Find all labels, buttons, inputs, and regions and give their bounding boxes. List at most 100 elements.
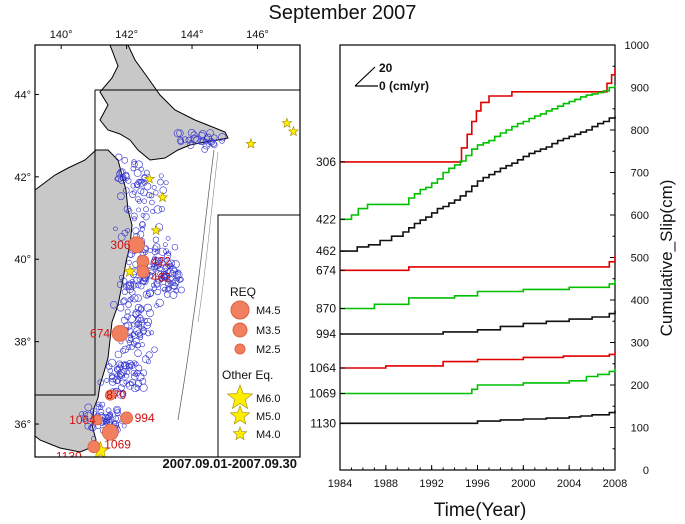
y-tick-label: 600 (631, 210, 649, 222)
star-icon (156, 191, 169, 203)
star-icon (143, 173, 156, 184)
map-ticks: 140° 142° 144° 146° 44° 42° 40° 38° 36° (14, 29, 268, 431)
x-tick-label: 1988 (374, 478, 398, 490)
req-marker (120, 411, 134, 425)
map-lon-tick-label: 142° (115, 29, 138, 41)
legend-other-item: M4.0 (256, 429, 280, 441)
star-icon (245, 138, 257, 149)
y-tick-label: 800 (631, 125, 649, 137)
row-label: 1069 (309, 387, 336, 401)
page-title: September 2007 (268, 2, 417, 24)
req-label: 1064 (69, 413, 96, 427)
scale-bar-label: 0 (cm/yr) (379, 79, 429, 93)
chart-frame (339, 44, 616, 471)
series-line-462 (340, 116, 616, 252)
req-label: 870 (106, 388, 126, 402)
star-icon (232, 426, 248, 441)
legend-req-item: M2.5 (256, 344, 280, 356)
legend-req-header: REQ (230, 285, 256, 299)
x-tick-label: 2004 (557, 478, 581, 490)
y-axis-title: Cumulative_Slip(cm) (657, 180, 676, 337)
legend-other-item: M6.0 (256, 393, 280, 405)
series-line-1069 (340, 368, 616, 395)
star-icon (123, 264, 137, 278)
row-label: 306 (316, 155, 336, 169)
y-tick-label: 300 (631, 338, 649, 350)
hokkaido-landmass (99, 45, 229, 161)
series-line-306 (340, 68, 616, 163)
honshu-landmass (35, 149, 133, 453)
series-line-674 (340, 255, 616, 272)
req-label: 674 (90, 326, 110, 340)
star-icon (287, 125, 299, 137)
series-line-870 (340, 279, 616, 310)
y-tick-label: 900 (631, 83, 649, 95)
y-tick-label: 700 (631, 168, 649, 180)
req-marker (128, 236, 145, 254)
chart-ticks: 1984 1988 1992 1996 2000 2004 2008 0 100 200 300 40… (328, 40, 649, 490)
chart-series (340, 68, 616, 425)
req-marker (104, 389, 116, 401)
other-earthquakes (91, 117, 299, 457)
req-marker (111, 324, 129, 342)
map-lat-tick-label: 38° (14, 337, 31, 349)
x-tick-label: 2000 (511, 478, 535, 490)
row-labels: 306 422 462 674 870 994 1064 1069 1130 (309, 155, 345, 430)
scale-bar: 20 0 (cm/yr) (354, 61, 429, 93)
req-label: 306 (110, 238, 130, 252)
star-icon (226, 384, 254, 410)
x-tick-label: 1984 (328, 478, 352, 490)
y-tick-label: 0 (643, 465, 649, 477)
row-label: 1130 (310, 416, 336, 430)
legend-req-item: M4.5 (256, 305, 280, 317)
map-lat-tick-label: 36° (14, 419, 31, 431)
row-label: 1064 (309, 361, 336, 375)
map-lon-tick-label: 140° (50, 29, 73, 41)
req-marker (101, 423, 119, 441)
y-tick-label: 200 (631, 380, 649, 392)
map-lat-tick-label: 44° (14, 89, 31, 101)
map-lon-tick-label: 144° (181, 29, 204, 41)
star-icon (150, 224, 162, 236)
x-tick-label: 2008 (603, 478, 627, 490)
x-tick-label: 1992 (419, 478, 443, 490)
star-icon (229, 405, 251, 425)
series-line-1130 (340, 410, 616, 425)
series-line-1064 (340, 351, 616, 369)
map-legend: REQ M4.5 M3.5 M2.5 Other Eq. M6.0 M5.0 M… (222, 285, 280, 441)
series-line-422 (340, 85, 616, 221)
req-label: 1069 (104, 437, 131, 451)
req-label: 994 (135, 411, 155, 425)
y-tick-label: 100 (631, 423, 649, 435)
req-label: 422 (151, 254, 171, 268)
map-lon-tick-label: 146° (246, 29, 269, 41)
req-marker (136, 265, 150, 279)
row-label: 422 (316, 212, 336, 226)
row-label: 870 (316, 302, 336, 316)
repeating-earthquakes: 306 422 462 674 870 994 1064 1069 1130 (56, 236, 171, 464)
row-label: 462 (316, 244, 336, 258)
chart-panel: 1984 1988 1992 1996 2000 2004 2008 0 100 200 300 40… (309, 40, 676, 521)
star-icon (281, 117, 293, 128)
trench-line (177, 149, 215, 421)
req-marker (91, 414, 103, 426)
scale-bar-value: 20 (379, 61, 393, 75)
map-lat-tick-label: 42° (14, 172, 31, 184)
x-axis-title: Time(Year) (434, 500, 527, 521)
req-label: 1130 (56, 450, 82, 464)
req-label: 462 (151, 271, 171, 285)
series-line-994 (340, 310, 616, 335)
req-marker (87, 440, 101, 454)
legend-req-item: M3.5 (256, 325, 280, 337)
row-label: 674 (316, 263, 336, 277)
y-tick-label: 500 (631, 253, 649, 265)
date-range: 2007.09.01-2007.09.30 (163, 456, 297, 471)
y-tick-label: 1000 (625, 40, 649, 52)
x-tick-label: 1996 (465, 478, 489, 490)
row-label: 994 (316, 327, 336, 341)
map-lat-tick-label: 40° (14, 254, 31, 266)
legend-other-item: M5.0 (256, 411, 280, 423)
legend-other-header: Other Eq. (222, 368, 273, 382)
